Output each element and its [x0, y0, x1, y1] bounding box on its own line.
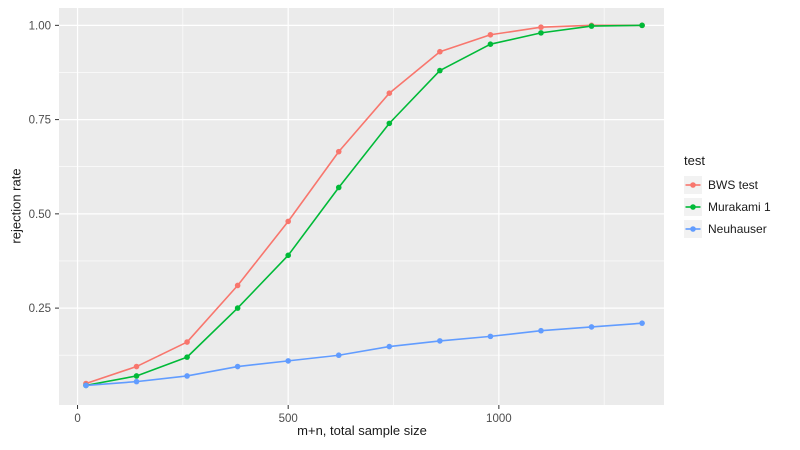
data-point-bws-test: [133, 363, 140, 370]
data-point-murakami-1: [386, 120, 393, 127]
data-point-murakami-1: [588, 23, 595, 29]
legend-label-murakami-1: Murakami 1: [708, 200, 771, 214]
data-point-bws-test: [335, 148, 342, 155]
y-tick-label: 0.25: [29, 303, 51, 315]
data-point-bws-test: [285, 218, 291, 225]
data-point-neuhauser: [234, 363, 241, 370]
data-point-neuhauser: [83, 382, 89, 389]
series-line-bws-test: [85, 24, 643, 385]
data-point-neuhauser: [588, 324, 595, 330]
legend-item-bws-test: BWS test: [684, 176, 771, 194]
legend-label-neuhauser: Neuhauser: [708, 222, 767, 236]
series-line-neuhauser: [85, 322, 643, 387]
data-point-bws-test: [487, 31, 494, 38]
x-axis-title: m+n, total sample size: [297, 423, 427, 438]
data-point-bws-test: [184, 339, 190, 345]
legend-key-line-icon: [684, 220, 702, 238]
data-point-bws-test: [538, 24, 544, 31]
y-tick-label: 0.50: [29, 209, 51, 221]
data-point-murakami-1: [487, 41, 494, 47]
y-tick-label: 0.75: [29, 115, 51, 127]
legend-item-neuhauser: Neuhauser: [684, 220, 771, 238]
data-point-murakami-1: [538, 30, 544, 36]
legend-title: test: [684, 153, 705, 168]
x-tick-label: 1000: [486, 413, 512, 425]
legend-key-line-icon: [684, 176, 702, 194]
data-point-neuhauser: [184, 373, 190, 379]
data-point-neuhauser: [133, 378, 140, 385]
data-point-murakami-1: [335, 184, 342, 191]
legend-item-murakami-1: Murakami 1: [684, 198, 771, 216]
data-point-murakami-1: [133, 373, 140, 379]
x-tick-label: 0: [74, 413, 80, 425]
data-point-neuhauser: [285, 358, 291, 364]
data-point-murakami-1: [437, 67, 443, 74]
data-point-murakami-1: [234, 305, 241, 311]
legend-key-line-icon: [684, 198, 702, 216]
y-tick-label: 1.00: [29, 20, 51, 32]
data-point-neuhauser: [386, 343, 393, 350]
data-point-neuhauser: [639, 320, 645, 326]
panel-background: [59, 8, 664, 405]
data-point-neuhauser: [335, 352, 342, 359]
data-point-murakami-1: [184, 354, 190, 360]
y-axis-title: rejection rate: [8, 168, 24, 244]
data-point-murakami-1: [639, 22, 645, 29]
legend: test BWS test Murakami 1 Neuhau: [684, 153, 771, 242]
data-point-bws-test: [234, 282, 241, 289]
data-point-neuhauser: [487, 333, 494, 340]
legend-label-bws-test: BWS test: [708, 178, 759, 192]
data-point-neuhauser: [437, 338, 443, 344]
series-line-murakami-1: [85, 24, 643, 387]
data-point-bws-test: [386, 90, 393, 97]
x-tick-label: 500: [279, 413, 298, 425]
data-point-murakami-1: [285, 252, 291, 259]
data-point-bws-test: [437, 48, 443, 55]
data-point-neuhauser: [538, 327, 544, 334]
